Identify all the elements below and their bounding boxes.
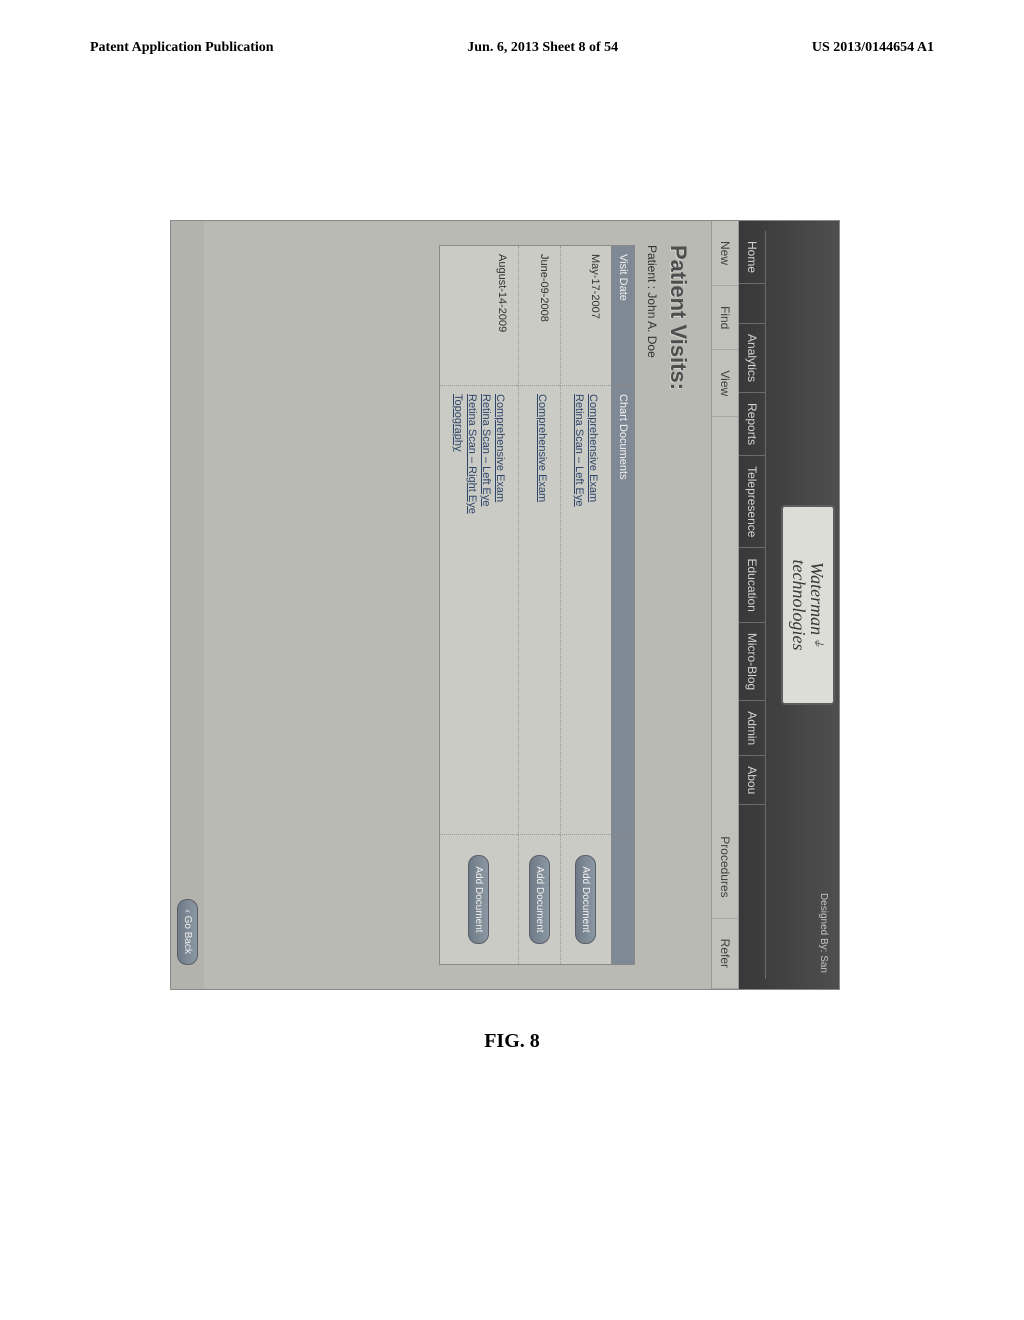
- nav2-procedures[interactable]: Procedures: [712, 816, 738, 918]
- visit-date-cell: May-17-2007: [561, 246, 612, 386]
- wifi-icon: ⏚: [812, 637, 823, 648]
- nav-home[interactable]: Home: [739, 231, 765, 284]
- col-visit-date[interactable]: Visit Date: [612, 246, 635, 386]
- header-center: Jun. 6, 2013 Sheet 8 of 54: [467, 40, 618, 56]
- logo-line1: Waterman: [807, 562, 827, 635]
- nav-admin[interactable]: Admin: [739, 701, 765, 756]
- nav2-refer[interactable]: Refer: [712, 919, 738, 989]
- nav2-view[interactable]: View: [712, 350, 738, 417]
- chart-doc-link[interactable]: Comprehensive Exam: [587, 394, 599, 826]
- figure-label: FIG. 8: [0, 1030, 1024, 1053]
- nav-blank[interactable]: [739, 284, 765, 324]
- col-chart-documents[interactable]: Chart Documents: [612, 386, 635, 835]
- app-window: Designed By: San Waterman⏚ technologies …: [170, 220, 840, 990]
- actions-cell: Add Document: [440, 835, 519, 965]
- logo-line2: technologies: [790, 560, 808, 651]
- patient-name: John A. Doe: [645, 292, 659, 357]
- top-bar: Designed By: San Waterman⏚ technologies …: [739, 221, 839, 989]
- add-document-button[interactable]: Add Document: [576, 855, 597, 943]
- header-right: US 2013/0144654 A1: [812, 40, 934, 56]
- nav-education[interactable]: Education: [739, 548, 765, 622]
- nav2-find[interactable]: Find: [712, 286, 738, 350]
- col-actions: [612, 835, 635, 965]
- chart-doc-link[interactable]: Comprehensive Exam: [494, 394, 506, 826]
- visits-table: Visit Date Chart Documents May-17-2007Co…: [439, 245, 635, 965]
- primary-nav: Home Analytics Reports Telepresence Educ…: [739, 231, 766, 979]
- table-row: June-09-2008 Comprehensive Exam Add Docume…: [519, 246, 561, 965]
- table-row: May-17-2007Comprehensive ExamRetina Scan…: [561, 246, 612, 965]
- patient-label: Patient :: [645, 245, 659, 292]
- go-back-button[interactable]: ‹ Go Back: [177, 899, 198, 965]
- page-title: Patient Visits:: [665, 245, 691, 965]
- chart-docs-cell: Comprehensive ExamRetina Scan – Left Eye: [561, 386, 612, 835]
- chart-doc-link[interactable]: Comprehensive Exam: [536, 394, 548, 826]
- add-document-button[interactable]: Add Document: [469, 855, 490, 943]
- chart-doc-link[interactable]: Retina Scan – Left Eye: [480, 394, 492, 826]
- figure-area: Designed By: San Waterman⏚ technologies …: [170, 220, 840, 990]
- chart-docs-cell: Comprehensive Exam: [519, 386, 561, 835]
- nav-microblog[interactable]: Micro-Blog: [739, 623, 765, 701]
- chart-doc-link[interactable]: Retina Scan – Left Eye: [573, 394, 585, 826]
- nav2-new[interactable]: New: [712, 221, 738, 286]
- table-row: August-14-2009Comprehensive ExamRetina S…: [440, 246, 519, 965]
- logo: Waterman ⏚ technologies: [781, 505, 835, 705]
- patient-line: Patient : John A. Doe: [645, 245, 659, 965]
- visit-date-cell: June-09-2008: [519, 246, 561, 386]
- nav-about[interactable]: Abou: [739, 756, 765, 805]
- content-area: Patient Visits: Patient : John A. Doe Vi…: [204, 221, 711, 989]
- secondary-nav: New Find View Procedures Refer: [711, 221, 739, 989]
- add-document-button[interactable]: Add Document: [529, 855, 550, 943]
- actions-cell: Add Document: [561, 835, 612, 965]
- actions-cell: Add Document: [519, 835, 561, 965]
- nav-analytics[interactable]: Analytics: [739, 324, 765, 393]
- nav-reports[interactable]: Reports: [739, 393, 765, 456]
- header-left: Patent Application Publication: [90, 40, 274, 56]
- footer-bar: ‹ Go Back: [171, 221, 204, 989]
- chart-doc-link[interactable]: Topography: [452, 394, 464, 826]
- chart-docs-cell: Comprehensive ExamRetina Scan – Left Eye…: [440, 386, 519, 835]
- chart-doc-link[interactable]: Retina Scan – Right Eye: [466, 394, 478, 826]
- nav-telepresence[interactable]: Telepresence: [739, 456, 765, 548]
- visit-date-cell: August-14-2009: [440, 246, 519, 386]
- visits-tbody: May-17-2007Comprehensive ExamRetina Scan…: [440, 246, 612, 965]
